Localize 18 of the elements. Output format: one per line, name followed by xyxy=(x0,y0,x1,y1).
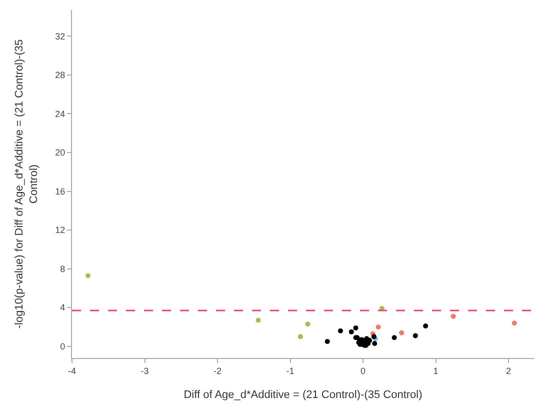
x-tick-label: 0 xyxy=(360,366,366,376)
x-tick-label: -2 xyxy=(214,366,222,376)
y-tick-label: 8 xyxy=(60,264,66,274)
y-tick-label: 12 xyxy=(55,225,66,236)
x-tick-label: 2 xyxy=(506,366,512,376)
x-tick-label: -3 xyxy=(140,366,149,376)
y-tick-label: 16 xyxy=(55,186,66,196)
x-tick-label: -4 xyxy=(68,366,76,376)
x-tick-label: -1 xyxy=(286,366,294,376)
y-tick-label: 28 xyxy=(55,70,66,80)
x-tick-label: 1 xyxy=(433,366,438,376)
y-axis-title: -log10(p-value) for Diff of Age_d*Additive = (21 Control)-(35 Control) xyxy=(14,39,40,329)
y-tick-label: 20 xyxy=(55,148,66,158)
x-axis-title: Diff of Age_d*Additive = (21 Control)-(35 Control) xyxy=(184,389,422,401)
y-tick-label: 32 xyxy=(55,31,66,42)
y-tick-label: 0 xyxy=(60,342,66,352)
y-tick-label: 24 xyxy=(55,108,66,119)
y-tick-label: 4 xyxy=(60,302,66,313)
